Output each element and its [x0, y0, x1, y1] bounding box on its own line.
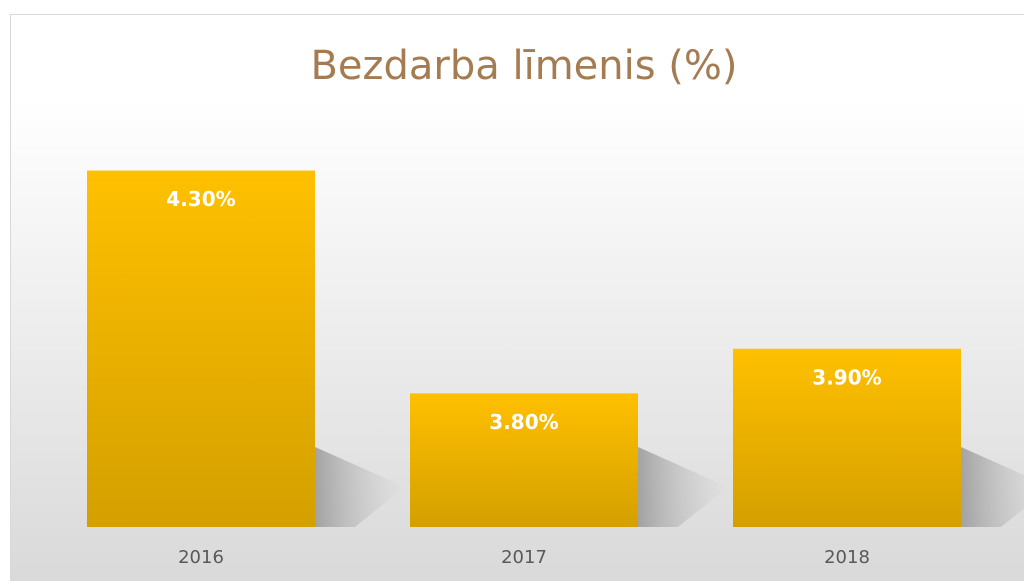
bar [410, 393, 638, 527]
data-label: 4.30% [166, 187, 235, 211]
bar [87, 170, 315, 528]
chart-title: Bezdarba līmenis (%) [310, 43, 737, 89]
bar [733, 348, 961, 527]
x-tick-label: 2016 [178, 547, 224, 568]
bar-shadow [638, 447, 728, 527]
x-tick-label: 2017 [501, 547, 547, 568]
data-label: 3.90% [812, 365, 881, 389]
x-tick-label: 2018 [824, 547, 870, 568]
bar-shadow [315, 447, 405, 527]
bar-shadow [961, 447, 1024, 527]
data-label: 3.80% [489, 410, 558, 434]
